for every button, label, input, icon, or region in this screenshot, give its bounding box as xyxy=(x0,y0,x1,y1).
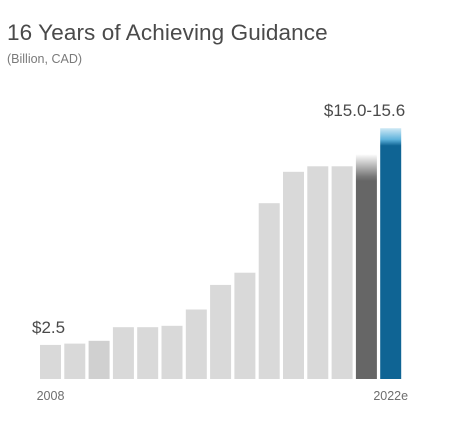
chart-title: 16 Years of Achieving Guidance xyxy=(7,20,328,45)
bar-2 xyxy=(88,340,110,379)
bar-4 xyxy=(137,327,159,379)
bar-11 xyxy=(307,166,329,379)
bar-0 xyxy=(40,344,61,379)
bar-3 xyxy=(112,327,134,379)
bar-5 xyxy=(161,325,183,379)
bar-14 xyxy=(380,128,402,379)
x-tick-label: 2008 xyxy=(37,389,65,403)
chart-subtitle: (Billion, CAD) xyxy=(7,52,83,66)
bar-7 xyxy=(210,284,232,379)
bars-layer xyxy=(40,128,402,379)
bar-8 xyxy=(234,272,256,379)
labels-layer: 2008 2022e $2.5 $15.0-15.6 xyxy=(32,101,408,403)
bar-9 xyxy=(258,203,280,379)
bar-1 xyxy=(64,343,86,379)
x-tick-label: 2022e xyxy=(373,389,408,403)
value-label-0: $2.5 xyxy=(32,318,65,337)
bar-13 xyxy=(355,154,377,379)
bar-12 xyxy=(331,166,353,379)
bar-10 xyxy=(283,171,304,379)
value-label-14: $15.0-15.6 xyxy=(324,101,405,120)
bar-6 xyxy=(185,309,207,379)
